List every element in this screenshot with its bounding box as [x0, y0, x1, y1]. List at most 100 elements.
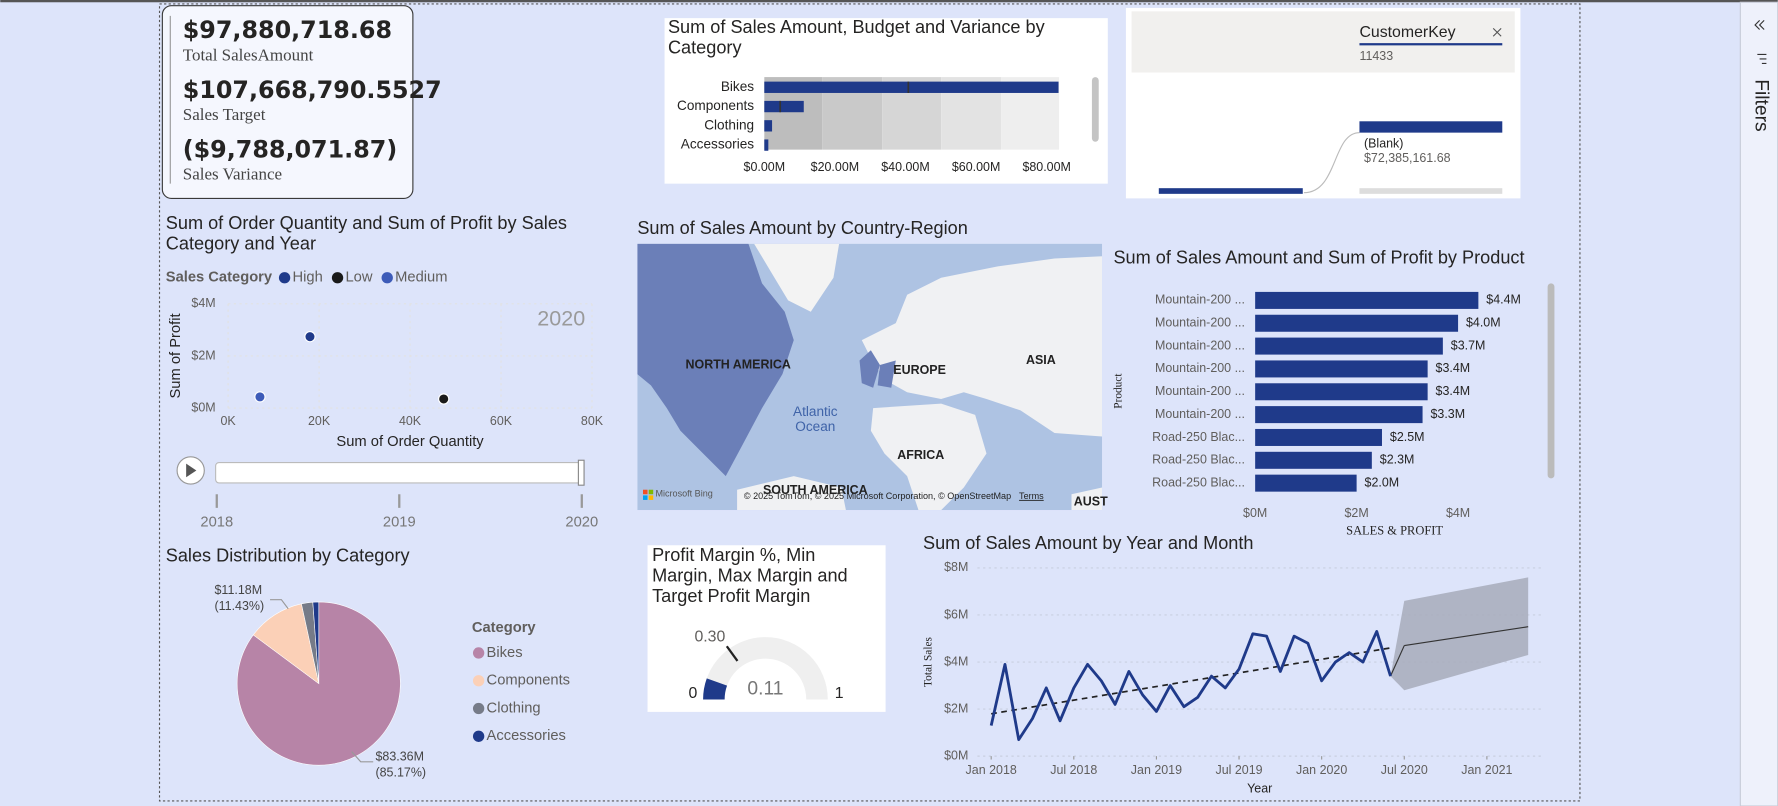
forecast-line	[1404, 626, 1529, 647]
text-box: $11.18M (11.43%)	[214, 583, 265, 614]
bar[interactable]	[1255, 383, 1428, 401]
y-tick-label: $2M	[944, 701, 968, 715]
y-tick-label: $8M	[944, 560, 968, 574]
x-tick-label: 40K	[399, 414, 422, 428]
point[interactable]	[438, 393, 450, 405]
map[interactable]	[637, 243, 1103, 511]
x-tick-label: Jan 2021	[1461, 763, 1512, 777]
x-tick-label: $20.00M	[811, 160, 859, 174]
bing-logo	[643, 489, 654, 500]
tree-bar	[1359, 188, 1503, 194]
bar[interactable]	[1255, 428, 1382, 446]
filter-pane[interactable]	[1739, 1, 1778, 806]
scrollbar[interactable]	[1091, 77, 1099, 142]
data-label: $3.4M	[1436, 384, 1471, 398]
map-label: Atlantic Ocean	[792, 404, 838, 435]
bar[interactable]	[1255, 314, 1459, 332]
gauge-value[interactable]	[703, 678, 728, 700]
y-tick-label: $4M	[944, 654, 968, 668]
bar[interactable]	[1255, 474, 1357, 492]
data-label: $3.3M	[1430, 407, 1465, 421]
panel	[647, 545, 886, 712]
y-tick-label: Road-250 Blac...	[1152, 453, 1245, 467]
collapse-icon[interactable]	[1758, 20, 1765, 30]
panel-header	[1131, 11, 1515, 73]
filter-pane-title[interactable]: Filters	[1751, 79, 1772, 131]
text-box: Sum of Sales Amount, Budget and Variance…	[668, 18, 1045, 58]
legend-label: Components	[487, 673, 570, 689]
forecast-connector	[1389, 645, 1405, 677]
map-label: NORTH AMERICA	[686, 357, 791, 371]
y-tick-label: Mountain-200 ...	[1155, 338, 1245, 352]
x-tick-label: Jul 2020	[1381, 763, 1428, 777]
play-axis-label: 2019	[383, 514, 416, 530]
text-box: Profit Margin %, Min Margin, Max Margin …	[652, 546, 848, 606]
bar[interactable]	[1255, 451, 1372, 469]
x-tick-label: $60.00M	[952, 160, 1000, 174]
scrollbar[interactable]	[1547, 283, 1555, 479]
max-label: 1	[835, 685, 844, 702]
kpi-label: Sales Target	[183, 105, 266, 124]
legend-label: Clothing	[487, 700, 541, 716]
y-tick-label: Bikes	[721, 79, 754, 94]
y-tick-label: $0M	[944, 748, 968, 762]
bar[interactable]	[1255, 337, 1443, 355]
x-tick-label: $40.00M	[881, 160, 929, 174]
node-value: $72,385,161.68	[1364, 151, 1451, 165]
bar[interactable]	[764, 100, 804, 113]
tree-bar[interactable]	[1359, 121, 1503, 133]
legend-label: High	[293, 270, 323, 286]
bar[interactable]	[1255, 291, 1479, 309]
field-value: 11433	[1359, 49, 1393, 63]
y-tick-label: $4M	[191, 296, 215, 310]
value-label: 0.11	[747, 678, 783, 699]
legend-title: Category	[472, 620, 537, 636]
x-axis-title: Year	[1247, 781, 1272, 795]
map-attribution: © 2025 TomTom, © 2025 Microsoft Corporat…	[744, 491, 1011, 501]
map-provider: Microsoft Bing	[655, 489, 712, 499]
target-marker	[725, 645, 739, 662]
bar[interactable]	[1255, 406, 1423, 424]
close-icon[interactable]	[1492, 27, 1502, 37]
map-label: SOUTH AMERICA	[763, 483, 868, 497]
legend-title: Sales Category	[166, 270, 273, 286]
point[interactable]	[304, 330, 316, 343]
trend-line	[991, 647, 1391, 715]
line[interactable]	[989, 630, 1392, 742]
kpi-label: Sales Variance	[183, 165, 282, 184]
bar[interactable]	[1255, 360, 1428, 378]
legend-marker	[472, 702, 485, 715]
text-box: $83.36M (85.17%)	[375, 750, 426, 779]
bar[interactable]	[764, 81, 1059, 93]
legend-marker	[472, 675, 485, 687]
data-label: $4.0M	[1466, 316, 1501, 330]
slider-track[interactable]	[215, 461, 584, 484]
leader-line	[270, 599, 289, 610]
y-tick-label: $2M	[191, 348, 215, 362]
y-tick-label: Road-250 Blac...	[1152, 475, 1245, 489]
point[interactable]	[254, 391, 266, 403]
min-label: 0	[688, 685, 697, 702]
y-tick-label: Components	[677, 98, 754, 113]
collapse-icon[interactable]	[1754, 20, 1761, 30]
y-tick-label: Mountain-200 ...	[1155, 293, 1245, 307]
bar[interactable]	[764, 139, 769, 151]
filter-icon	[1757, 53, 1767, 65]
map-label: AUST	[1074, 494, 1108, 508]
top-border	[0, 0, 1778, 3]
x-tick-label: Jul 2019	[1215, 763, 1262, 777]
y-tick-label: Mountain-200 ...	[1155, 384, 1245, 398]
tree-bar[interactable]	[1158, 188, 1303, 194]
bar[interactable]	[764, 120, 773, 132]
legend-marker	[472, 647, 485, 659]
play-axis-label: 2020	[565, 514, 598, 530]
data-label: $11.18M (11.43%)	[214, 583, 265, 614]
play-icon[interactable]	[186, 463, 197, 478]
slider-handle[interactable]	[577, 459, 585, 486]
pie-slice[interactable]	[312, 601, 320, 684]
forecast-band	[1390, 577, 1529, 691]
play-axis-label: 2018	[200, 514, 233, 530]
x-tick-label: $4M	[1446, 506, 1470, 520]
data-label: $3.4M	[1436, 361, 1471, 375]
